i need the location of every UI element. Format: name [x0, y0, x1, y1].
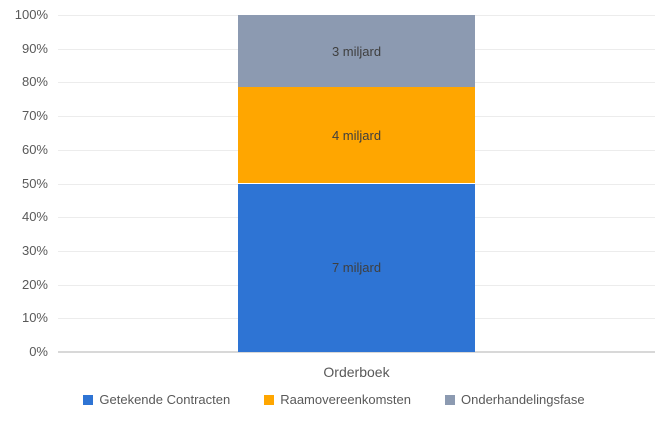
legend-item-getekende-contracten: Getekende Contracten	[83, 392, 230, 407]
y-axis-tick-label: 50%	[21, 175, 48, 191]
y-axis-tick-label: 90%	[21, 40, 48, 56]
x-axis-line	[58, 351, 655, 353]
y-axis-tick-label: 40%	[21, 209, 48, 225]
data-label: 4 miljard	[331, 127, 382, 143]
y-axis-tick-label: 80%	[21, 74, 48, 90]
legend-swatch-icon	[445, 394, 455, 405]
legend-label: Getekende Contracten	[99, 392, 231, 407]
y-axis-tick-label: 30%	[21, 242, 48, 258]
legend-item-onderhandelingsfase: Onderhandelingsfase	[445, 392, 585, 407]
legend-swatch-icon	[264, 394, 275, 405]
data-label: 3 miljard	[331, 43, 382, 59]
legend-label: Onderhandelingsfase	[461, 392, 585, 407]
legend: Getekende Contracten Raamovereenkomsten On…	[0, 392, 668, 407]
y-axis-tick-label: 0%	[29, 344, 48, 359]
x-axis-category-label: Orderboek	[323, 364, 390, 380]
bar-segment-getekende-contracten: 7 miljard	[238, 183, 475, 352]
y-axis-tick-label: 70%	[21, 108, 48, 124]
y-axis-tick-label: 60%	[21, 141, 48, 157]
y-axis-tick-label: 20%	[21, 276, 48, 292]
bar-segment-raamovereenkomsten: 4 miljard	[238, 87, 475, 184]
bar-segment-onderhandelingsfase: 3 miljard	[238, 15, 475, 88]
legend-swatch-icon	[83, 394, 94, 405]
y-axis-tick-label: 10%	[21, 310, 48, 326]
legend-label: Raamovereenkomsten	[280, 392, 411, 407]
legend-item-raamovereenkomsten: Raamovereenkomsten	[264, 392, 411, 407]
data-label: 7 miljard	[331, 260, 382, 276]
y-axis-tick-label: 100%	[14, 7, 48, 22]
